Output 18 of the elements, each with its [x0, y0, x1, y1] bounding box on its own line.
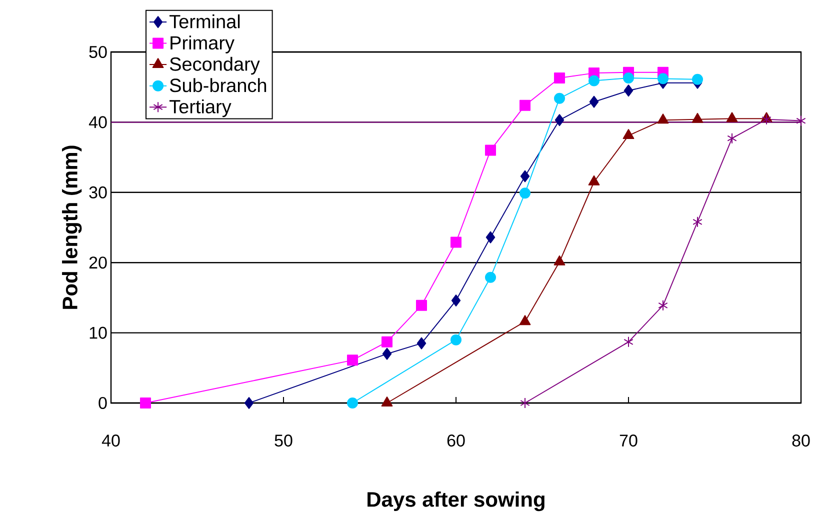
- x-axis-title: Days after sowing: [368, 491, 544, 512]
- y-tick-label: 20: [89, 256, 107, 269]
- legend-label: Terminal: [170, 14, 240, 28]
- x-tick-label: 40: [102, 434, 120, 447]
- legend-label: Secondary: [170, 56, 260, 75]
- x-tick-label: 50: [274, 434, 292, 447]
- y-tick-label: 40: [88, 116, 107, 128]
- legend-label: Tertiary: [170, 99, 232, 118]
- y-axis-title: Pod length (mm): [62, 146, 82, 309]
- y-tick-label: 50: [89, 46, 107, 58]
- y-tick-label: 30: [89, 186, 107, 198]
- x-tick-label: 60: [447, 434, 465, 447]
- legend-label: Sub-branch: [170, 78, 266, 92]
- legend-label: Primary: [170, 36, 234, 54]
- y-tick-label: 10: [90, 326, 107, 339]
- y-tick-label: 0: [98, 396, 107, 410]
- x-tick-label: 70: [620, 434, 638, 447]
- x-tick-label: 80: [792, 434, 810, 447]
